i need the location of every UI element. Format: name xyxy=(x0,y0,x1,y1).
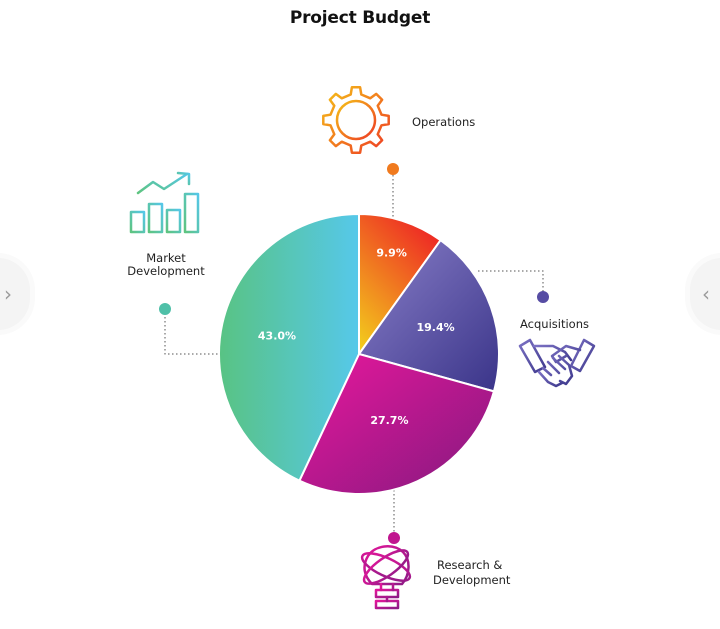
leader-acquisitions xyxy=(478,270,544,296)
slice-label-market: 43.0% xyxy=(258,330,296,343)
operations-dot xyxy=(387,163,399,175)
acquisitions-dot xyxy=(537,291,549,303)
gear-icon xyxy=(322,86,390,154)
research-dot xyxy=(388,532,400,544)
slice-operations xyxy=(358,212,442,358)
leader-market xyxy=(164,309,242,355)
market-dot xyxy=(159,303,171,315)
label-market-line1: Market xyxy=(146,251,186,265)
chevron-right-icon: › xyxy=(4,282,12,306)
chevron-left-icon: ‹ xyxy=(702,282,710,306)
growth-chart-icon xyxy=(129,171,200,234)
pie-slices xyxy=(218,212,501,495)
label-operations: Operations xyxy=(412,115,475,129)
label-acquisitions: Acquisitions xyxy=(520,317,589,331)
slice-label-operations: 9.9% xyxy=(376,247,407,260)
handshake-icon xyxy=(518,338,596,388)
slice-market xyxy=(218,212,360,483)
leader-lines xyxy=(164,175,544,538)
slice-label-acquisitions: 19.4% xyxy=(417,321,455,334)
label-research-line2: Development xyxy=(433,573,511,587)
label-research-line1: Research & xyxy=(437,558,502,572)
atom-bulb-icon xyxy=(360,545,412,610)
slice-research xyxy=(298,352,496,495)
slice-label-research: 27.7% xyxy=(370,414,408,427)
slice-labels: 9.9% 19.4% 27.7% 43.0% xyxy=(258,247,455,428)
chart-title: Project Budget xyxy=(289,8,431,28)
label-market-line2: Development xyxy=(127,264,205,278)
slice-acquisitions xyxy=(357,238,501,393)
